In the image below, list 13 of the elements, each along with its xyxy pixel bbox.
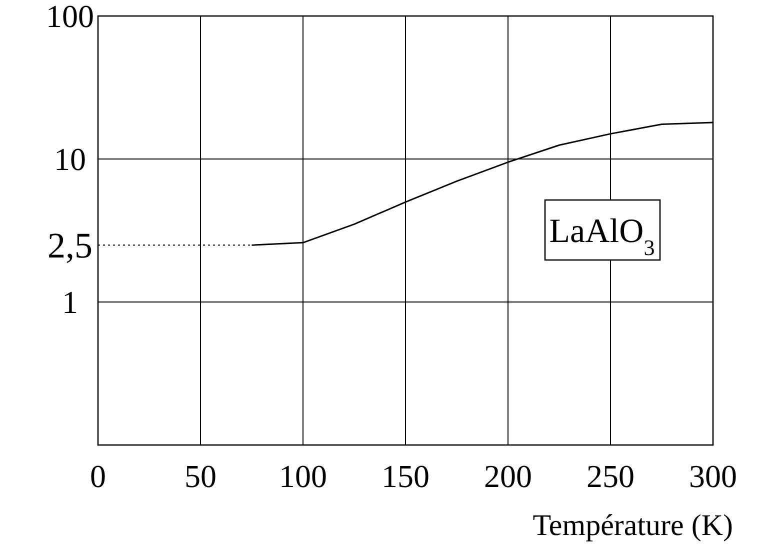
x-tick-label: 200 xyxy=(484,458,532,494)
y-tick-label: 10 xyxy=(54,141,86,178)
x-axis-title: Température (K) xyxy=(532,509,733,542)
x-tick-label: 0 xyxy=(90,458,106,494)
y-tick-label: 100 xyxy=(46,0,94,34)
x-tick-label: 250 xyxy=(586,458,634,494)
x-tick-label: 100 xyxy=(279,458,327,494)
y-tick-label: 1 xyxy=(62,284,78,320)
ref-line-label: 2,5 xyxy=(48,226,92,266)
annotation: LaAlO$_{3}$ xyxy=(549,213,655,260)
x-tick-label: 300 xyxy=(689,458,737,494)
x-tick-label: 50 xyxy=(184,458,216,494)
x-tick-label: 150 xyxy=(382,458,430,494)
